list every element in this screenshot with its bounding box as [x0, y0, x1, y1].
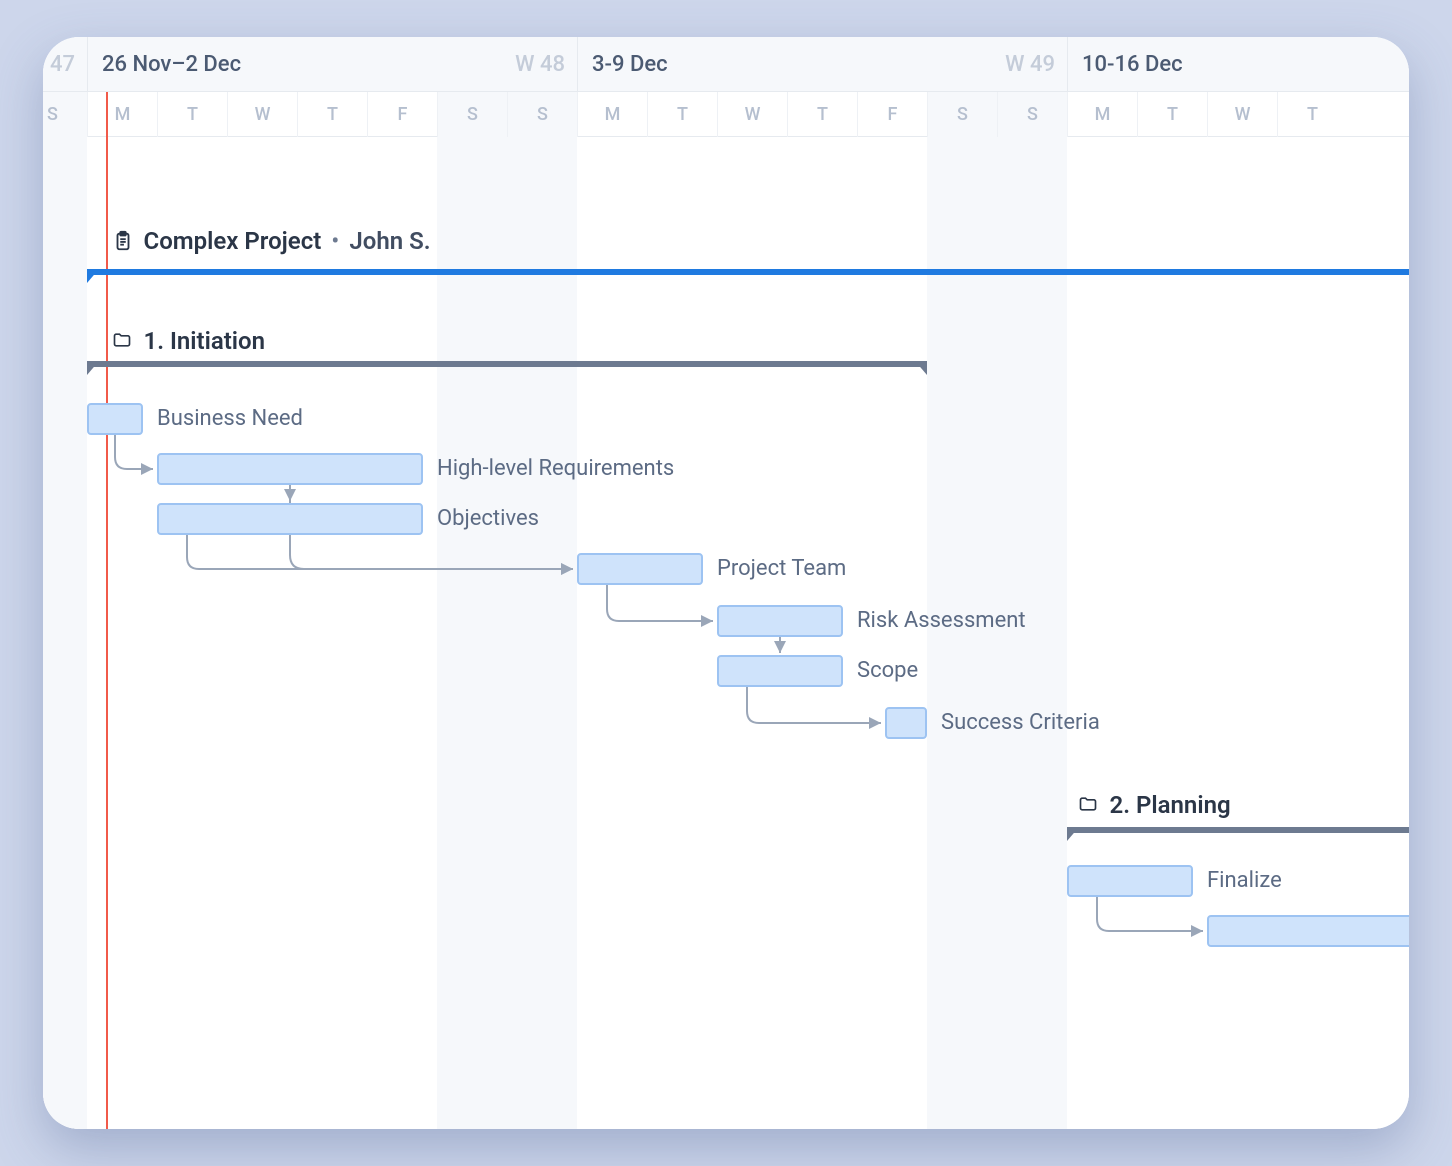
today-marker — [106, 92, 108, 1129]
timeline-day: S — [507, 92, 577, 137]
task-bar[interactable] — [1067, 865, 1193, 897]
timeline-week: 10-16 Dec — [1067, 37, 1409, 92]
task-label: Risk Assessment — [843, 605, 1026, 637]
task-bar[interactable] — [1207, 915, 1409, 947]
initiation-title[interactable]: 1. Initiation — [112, 327, 266, 355]
planning-title[interactable]: 2. Planning — [1078, 791, 1231, 819]
task-label: Business Need — [143, 403, 303, 435]
project-title[interactable]: Complex Project • John S. — [112, 227, 431, 255]
week-range-label: 10-16 Dec — [1068, 52, 1183, 77]
week-number-label: W 48 — [515, 52, 565, 77]
task-t6[interactable]: Scope — [717, 655, 843, 687]
timeline-day: S — [43, 92, 87, 137]
timeline-days-header: SMTWTFSSMTWTFSSMTWT — [43, 92, 1409, 137]
weekend-column — [437, 137, 577, 1129]
task-bar[interactable] — [885, 707, 927, 739]
timeline-week: 47 — [43, 37, 87, 92]
task-t3[interactable]: Objectives — [157, 503, 423, 535]
timeline-day: T — [1277, 92, 1347, 137]
timeline-day: M — [577, 92, 647, 137]
gantt-chart-area[interactable]: Complex Project • John S. 1. Initiation 2.… — [43, 137, 1409, 1129]
timeline-week: 3-9 Dec W 49 — [577, 37, 1067, 92]
timeline-day: F — [857, 92, 927, 137]
timeline-day: W — [1207, 92, 1277, 137]
task-t8[interactable]: Finalize — [1067, 865, 1193, 897]
timeline-day: S — [927, 92, 997, 137]
timeline-day: S — [997, 92, 1067, 137]
timeline-day: T — [787, 92, 857, 137]
separator-dot: • — [331, 227, 339, 255]
task-bar[interactable] — [157, 453, 423, 485]
task-bar[interactable] — [577, 553, 703, 585]
task-t7[interactable]: Success Criteria — [885, 707, 927, 739]
week-range-label: 26 Nov–2 Dec — [88, 52, 241, 77]
timeline-day: T — [647, 92, 717, 137]
timeline-day: M — [87, 92, 157, 137]
timeline-day: S — [437, 92, 507, 137]
gantt-viewport[interactable]: 47 26 Nov–2 Dec W 48 3-9 Dec W 49 10-16 Dec S… — [43, 37, 1409, 1129]
timeline-day: T — [1137, 92, 1207, 137]
task-bar[interactable] — [717, 655, 843, 687]
initiation-summary-bar[interactable] — [87, 361, 927, 375]
app-frame: 47 26 Nov–2 Dec W 48 3-9 Dec W 49 10-16 Dec S… — [43, 37, 1409, 1129]
task-t4[interactable]: Project Team — [577, 553, 703, 585]
group-name: Complex Project — [144, 227, 322, 255]
timeline-weeks-header: 47 26 Nov–2 Dec W 48 3-9 Dec W 49 10-16 Dec — [43, 37, 1409, 92]
project-summary-bar[interactable] — [87, 269, 1409, 283]
timeline-day: F — [367, 92, 437, 137]
task-t5[interactable]: Risk Assessment — [717, 605, 843, 637]
group-name: 2. Planning — [1110, 791, 1231, 819]
timeline-day: W — [227, 92, 297, 137]
task-bar[interactable] — [87, 403, 143, 435]
timeline-day: W — [717, 92, 787, 137]
task-bar[interactable] — [717, 605, 843, 637]
task-t1[interactable]: Business Need — [87, 403, 143, 435]
task-t9[interactable] — [1207, 915, 1409, 947]
clipboard-icon — [112, 230, 134, 252]
week-range-label: 3-9 Dec — [578, 52, 668, 77]
week-number-label: 47 — [50, 52, 75, 77]
group-owner: John S. — [349, 227, 430, 255]
weekend-column — [43, 137, 87, 1129]
week-number-label: W 49 — [1005, 52, 1055, 77]
timeline-day: T — [157, 92, 227, 137]
task-label: Project Team — [703, 553, 846, 585]
planning-summary-bar[interactable] — [1067, 827, 1409, 841]
timeline-day: M — [1067, 92, 1137, 137]
timeline-week: 26 Nov–2 Dec W 48 — [87, 37, 577, 92]
task-bar[interactable] — [157, 503, 423, 535]
folder-icon — [1078, 794, 1100, 816]
folder-icon — [112, 330, 134, 352]
task-label: Success Criteria — [927, 707, 1100, 739]
task-label: Objectives — [423, 503, 539, 535]
task-label: High-level Requirements — [423, 453, 674, 485]
task-label: Finalize — [1193, 865, 1282, 897]
timeline-day: T — [297, 92, 367, 137]
group-name: 1. Initiation — [144, 327, 266, 355]
task-t2[interactable]: High-level Requirements — [157, 453, 423, 485]
task-label: Scope — [843, 655, 918, 687]
